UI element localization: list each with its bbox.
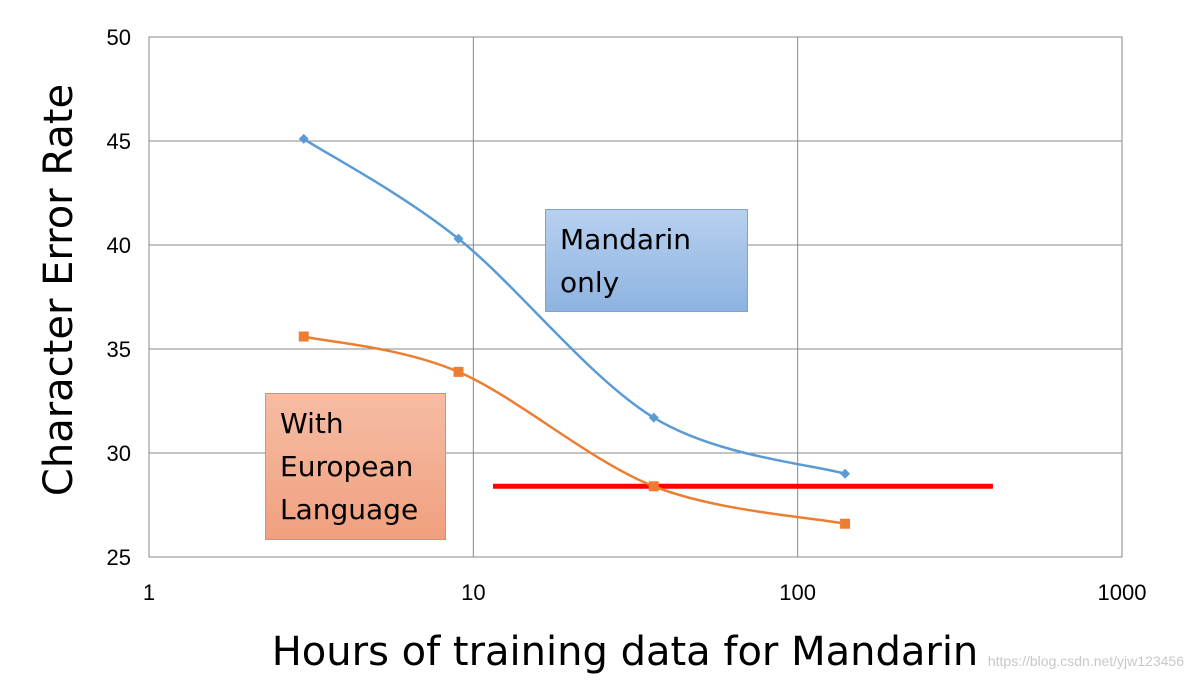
data-point xyxy=(840,468,851,479)
annotation-line: Mandarin xyxy=(560,223,692,256)
annotation-line: European xyxy=(280,450,414,483)
y-tick-label: 35 xyxy=(107,337,131,362)
y-tick-label: 50 xyxy=(107,25,131,50)
x-tick-label: 1000 xyxy=(1098,580,1147,605)
annotation-mandarin-only: Mandarin only xyxy=(545,209,748,312)
x-tick-label: 1 xyxy=(143,580,155,605)
data-point xyxy=(298,133,309,144)
data-point xyxy=(453,366,464,377)
x-tick-label: 10 xyxy=(461,580,485,605)
annotation-line: only xyxy=(560,266,620,299)
x-tick-label: 100 xyxy=(779,580,816,605)
y-tick-labels: 25 30 35 40 45 50 xyxy=(107,25,131,570)
watermark: https://blog.csdn.net/yjw123456 xyxy=(987,653,1184,669)
data-point xyxy=(648,412,659,423)
y-tick-label: 40 xyxy=(107,233,131,258)
series-line-0 xyxy=(303,137,846,475)
data-point xyxy=(298,331,309,342)
y-axis-title: Character Error Rate xyxy=(36,84,82,496)
x-tick-labels: 1 10 100 1000 xyxy=(143,580,1147,605)
annotation-with-european-language: With European Language xyxy=(265,393,446,540)
y-tick-label: 25 xyxy=(107,545,131,570)
x-axis-title: Hours of training data for Mandarin xyxy=(272,629,979,675)
plot-frame xyxy=(148,36,1123,558)
data-point xyxy=(840,518,851,529)
series-group xyxy=(298,133,851,529)
annotation-line: Language xyxy=(280,493,419,526)
data-point xyxy=(648,481,659,492)
data-point xyxy=(453,233,464,244)
annotation-line: With xyxy=(280,407,344,440)
series-line-1 xyxy=(303,335,846,525)
y-tick-label: 45 xyxy=(107,129,131,154)
y-tick-label: 30 xyxy=(107,441,131,466)
